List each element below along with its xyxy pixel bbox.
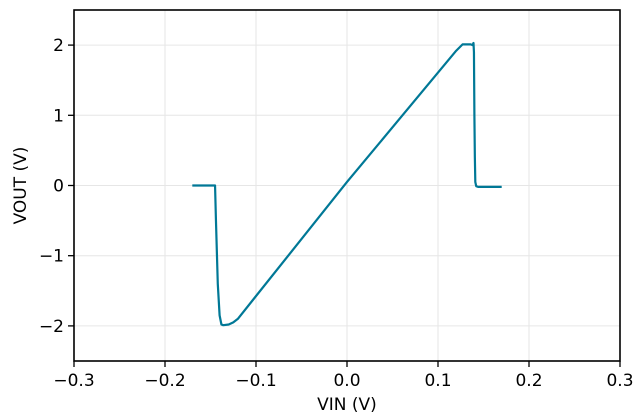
x-tick-label: −0.2	[144, 371, 185, 391]
y-tick-label: −2	[39, 317, 64, 337]
x-tick-label: 0.2	[515, 371, 542, 391]
x-axis-label: VIN (V)	[317, 395, 377, 415]
y-tick-label: 1	[53, 106, 64, 126]
y-tick-label: 2	[53, 36, 64, 56]
y-tick-label: −1	[39, 247, 64, 267]
x-tick-label: −0.1	[235, 371, 276, 391]
series-line	[192, 41, 502, 327]
x-tick-label: 0.3	[606, 371, 633, 391]
grid	[73, 10, 621, 361]
plot-area	[192, 41, 502, 327]
y-tick-label: 0	[53, 177, 64, 197]
x-tick-label: 0.0	[333, 371, 360, 391]
axis-ticks: −0.3 −0.2 −0.1 0.0 0.1 0.2 0.3 −2 −1 0 1 2	[39, 36, 634, 391]
y-axis-label: VOUT (V)	[11, 147, 31, 225]
x-tick-label: 0.1	[424, 371, 451, 391]
x-tick-label: −0.3	[53, 371, 94, 391]
